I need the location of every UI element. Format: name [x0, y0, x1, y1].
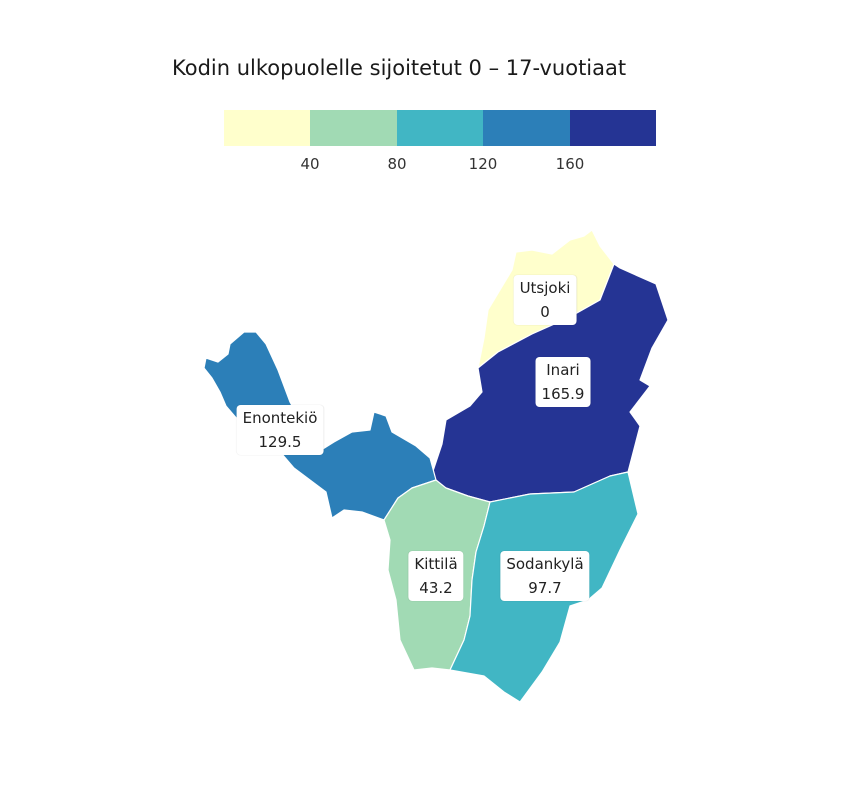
region-name: Inari [546, 361, 580, 379]
legend-tick: 120 [468, 155, 498, 173]
region-label-inari: Inari 165.9 [535, 357, 591, 407]
region-label-enontekio: Enontekiö 129.5 [236, 405, 324, 455]
color-legend [224, 110, 657, 146]
region-name: Utsjoki [519, 279, 571, 297]
legend-tick: 40 [300, 155, 320, 173]
region-label-sodankyla: Sodankylä 97.7 [500, 551, 590, 601]
region-label-utsjoki: Utsjoki 0 [513, 275, 577, 325]
legend-swatch-3 [396, 110, 484, 146]
region-value: 97.7 [528, 579, 562, 597]
legend-tick: 80 [387, 155, 407, 173]
legend-swatch-5 [569, 110, 657, 146]
region-value: 43.2 [419, 579, 453, 597]
legend-swatch-1 [224, 110, 311, 146]
legend-swatch-4 [483, 110, 570, 146]
region-name: Sodankylä [506, 555, 584, 573]
region-value: 129.5 [258, 433, 302, 451]
legend-tick: 160 [555, 155, 585, 173]
region-value: 165.9 [541, 385, 585, 403]
legend-ticks: 40 80 120 160 [224, 155, 656, 175]
region-name: Kittilä [414, 555, 458, 573]
region-name: Enontekiö [242, 409, 318, 427]
region-label-kittila: Kittilä 43.2 [408, 551, 464, 601]
legend-swatch-2 [310, 110, 397, 146]
map-title: Kodin ulkopuolelle sijoitetut 0 – 17-vuo… [172, 56, 627, 80]
region-value: 0 [540, 303, 550, 321]
